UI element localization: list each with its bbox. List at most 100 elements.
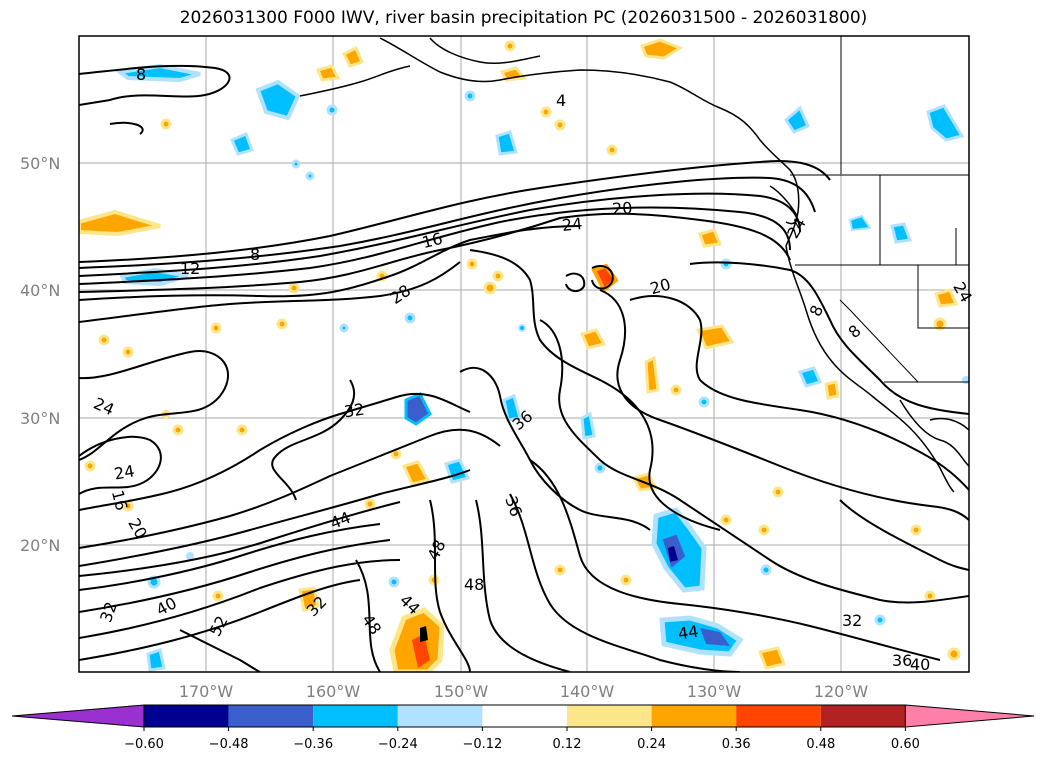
iwv-contour xyxy=(79,579,361,661)
precip-patch xyxy=(824,380,840,400)
precip-dot xyxy=(305,171,315,181)
precip-patch xyxy=(640,38,684,60)
precip-dot xyxy=(698,396,710,408)
iwv-contour xyxy=(565,272,586,292)
iwv-contour xyxy=(79,428,501,549)
lon-label: 120°W xyxy=(814,682,869,701)
precip-dot xyxy=(404,312,416,324)
map-frame xyxy=(78,35,970,673)
precip-patch xyxy=(695,324,735,350)
precip-dot xyxy=(492,270,504,282)
iwv-contour xyxy=(539,319,969,604)
colorbar-tick: −0.48 xyxy=(209,737,249,752)
precip-patch xyxy=(934,288,959,308)
colorbar-tick: 0.36 xyxy=(722,737,751,752)
iwv-contour xyxy=(839,499,969,571)
iwv-contour xyxy=(509,493,741,672)
lon-label: 130°W xyxy=(687,682,742,701)
precip-patch xyxy=(926,104,965,142)
precip-dot xyxy=(388,576,400,588)
precip-dot xyxy=(364,498,376,510)
precip-patch xyxy=(146,648,166,672)
alaska-coast xyxy=(379,37,800,247)
precip-dot xyxy=(466,258,478,270)
precip-dot xyxy=(291,159,301,169)
iwv-contour xyxy=(355,559,381,672)
colorbar-segment xyxy=(313,705,398,727)
iwv-contour xyxy=(79,225,581,301)
precip-dot xyxy=(160,118,172,130)
precip-dot xyxy=(504,40,516,52)
lat-label: 30°N xyxy=(20,409,60,428)
colorbar-segment xyxy=(482,705,567,727)
iwv-contour xyxy=(79,559,401,639)
colorbar: −0.60 −0.48 −0.36 −0.24 −0.12 0.12 0.24 … xyxy=(11,704,1035,752)
colorbar-segment xyxy=(397,705,483,727)
colorbar-tick: −0.12 xyxy=(462,737,502,752)
contour-label: 16 xyxy=(420,229,444,252)
precip-dot xyxy=(554,119,566,131)
map-panel xyxy=(79,36,969,672)
contour-label: 48 xyxy=(464,575,484,594)
iwv-contour xyxy=(689,261,969,415)
precip-dot xyxy=(540,106,552,118)
iwv-contour xyxy=(79,206,791,285)
precip-pc-patches xyxy=(79,38,969,672)
colorbar-segment xyxy=(736,705,821,727)
vancouver-island xyxy=(769,185,798,225)
precip-patch xyxy=(420,626,428,642)
colorbar-extend-min xyxy=(11,704,145,728)
precip-dot xyxy=(236,424,248,436)
precip-dot xyxy=(212,590,224,602)
lon-label: 150°W xyxy=(434,682,489,701)
iwv-contours xyxy=(79,64,969,672)
precip-patch xyxy=(580,411,596,440)
precip-dot xyxy=(84,460,96,472)
contour-label: 32 xyxy=(842,611,862,630)
precip-dot xyxy=(483,281,497,295)
iwv-contour xyxy=(429,499,471,672)
iwv-contour xyxy=(79,212,791,293)
west-coast xyxy=(785,245,955,493)
iwv-contour xyxy=(79,523,381,591)
precip-patch xyxy=(230,132,254,156)
colorbar-tick: 0.24 xyxy=(637,737,666,752)
precip-patch xyxy=(797,366,823,388)
iwv-contour xyxy=(79,539,391,613)
contour-label: 8 xyxy=(136,65,146,84)
contour-label: 24 xyxy=(561,214,583,235)
contour-label: 32 xyxy=(343,400,366,422)
contour-label: 24 xyxy=(113,461,136,483)
colorbar-segment xyxy=(567,705,652,727)
baja-coast xyxy=(899,399,969,467)
iwv-contour xyxy=(469,249,721,531)
iwv-contour xyxy=(79,160,831,263)
colorbar-tick: −0.60 xyxy=(124,737,164,752)
precip-dot xyxy=(186,552,194,560)
precip-patch xyxy=(341,45,365,68)
precip-dot xyxy=(276,318,288,330)
iwv-contour xyxy=(599,289,969,521)
longitude-labels: 170°W 160°W 150°W 140°W 130°W 120°W xyxy=(179,682,869,701)
precip-patch xyxy=(700,628,730,646)
iwv-contour xyxy=(79,64,231,106)
contour-label: 36 xyxy=(892,651,912,670)
precip-dot xyxy=(594,462,606,474)
precip-patch xyxy=(412,634,430,668)
contour-label: 20 xyxy=(648,274,673,298)
precip-dot xyxy=(910,524,922,536)
colorbar-segment xyxy=(228,705,314,727)
lat-label: 50°N xyxy=(20,154,60,173)
lon-label: 170°W xyxy=(179,682,234,701)
lon-label: 160°W xyxy=(306,682,361,701)
precip-dot xyxy=(554,564,566,576)
iwv-contour xyxy=(629,295,969,491)
colorbar-segment xyxy=(651,705,737,727)
iwv-contour xyxy=(79,261,461,323)
precip-dot xyxy=(464,90,476,102)
precip-dot xyxy=(210,322,222,334)
precip-dot xyxy=(98,334,110,346)
precip-dot xyxy=(933,317,947,331)
precip-dot xyxy=(874,614,886,626)
